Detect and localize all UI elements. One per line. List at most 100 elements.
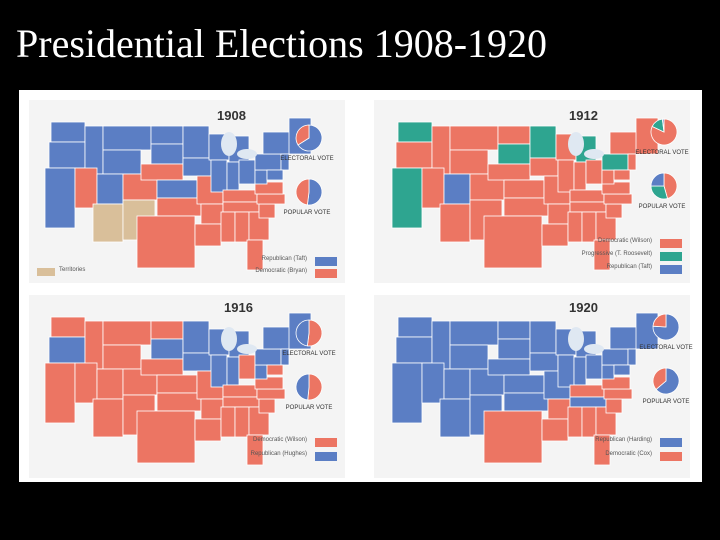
map-svg-1908 — [29, 100, 345, 283]
great-lakes — [568, 132, 584, 156]
state-mississippi — [220, 406, 236, 438]
state-oklahoma — [503, 392, 549, 412]
state-arkansas — [200, 398, 224, 420]
state-wyoming — [102, 344, 142, 370]
state-south-dakota — [150, 338, 184, 360]
legend-label: Progressive (T. Roosevelt) — [581, 251, 652, 257]
state-kansas — [503, 179, 545, 199]
state-tennessee — [569, 201, 607, 213]
electoral-pie-1908-slice-democratic — [295, 124, 310, 146]
map-svg-1912 — [374, 100, 690, 283]
state-louisiana — [194, 223, 222, 247]
state-virginia — [254, 376, 284, 390]
state-tennessee — [569, 396, 607, 408]
state-mississippi — [220, 211, 236, 243]
electoral-pie-1920-slice-democratic — [652, 313, 667, 328]
state-virginia — [601, 181, 631, 195]
state-illinois — [557, 159, 575, 193]
legend-row: Democratic (Wilson) — [209, 437, 337, 447]
state-indiana — [573, 356, 587, 386]
state-iowa — [182, 352, 212, 372]
state-new-jersey — [280, 153, 290, 171]
state-new-jersey — [280, 348, 290, 366]
electoral-vote-label-1920: ELECTORAL VOTE — [639, 345, 693, 351]
state-arizona — [92, 203, 124, 243]
state-nevada — [74, 362, 98, 404]
state-pennsylvania — [601, 348, 629, 366]
state-north-dakota — [150, 125, 184, 145]
popular-pie-1912-slice-republican — [650, 172, 665, 187]
state-california — [391, 362, 423, 424]
state-illinois — [210, 159, 228, 193]
state-new-jersey — [627, 153, 637, 171]
state-idaho — [431, 125, 451, 175]
state-indiana — [226, 356, 240, 386]
state-kansas — [156, 179, 198, 199]
state-illinois — [210, 354, 228, 388]
legend-swatch-republican — [660, 438, 682, 447]
popular-pie-1912-slice-democratic — [663, 172, 678, 200]
state-washington — [397, 316, 433, 338]
state-new-jersey — [627, 348, 637, 366]
state-oregon — [48, 141, 86, 169]
legend-row: Republican (Taft) — [209, 256, 337, 266]
state-alabama — [234, 211, 250, 243]
legend-swatch-democratic — [315, 438, 337, 447]
state-minnesota — [529, 125, 557, 159]
state-west-virginia — [254, 364, 268, 380]
state-virginia — [254, 181, 284, 195]
state-mississippi — [567, 211, 583, 243]
electoral-pie-1908-slice-republican — [297, 124, 323, 152]
state-nevada — [421, 167, 445, 209]
state-minnesota — [182, 320, 210, 354]
slide-title: Presidential Elections 1908-1920 — [16, 21, 548, 66]
state-kentucky — [222, 189, 258, 203]
popular-vote-label-1920: POPULAR VOTE — [642, 399, 690, 405]
state-utah — [443, 368, 471, 400]
state-washington — [50, 316, 86, 338]
state-south-carolina — [258, 203, 276, 219]
state-alabama — [234, 406, 250, 438]
state-north-carolina — [256, 388, 286, 400]
state-utah — [443, 173, 471, 205]
state-alabama — [581, 211, 597, 243]
state-arkansas — [547, 398, 571, 420]
state-south-dakota — [497, 338, 531, 360]
state-arizona — [439, 203, 471, 243]
state-oklahoma — [503, 197, 549, 217]
state-washington — [50, 121, 86, 143]
map-svg-1916 — [29, 295, 345, 478]
state-north-carolina — [603, 193, 633, 205]
state-iowa — [182, 157, 212, 177]
map-panel-1920: 1920 ELECTORAL VOTE POPULAR VOTE Republi… — [374, 295, 693, 478]
legend-swatch-republican — [660, 265, 682, 274]
great-lakes — [221, 132, 237, 156]
state-north-dakota — [150, 320, 184, 340]
state-ohio — [238, 354, 256, 380]
state-nevada — [421, 362, 445, 404]
state-new-york — [262, 131, 294, 155]
state-texas — [136, 215, 196, 269]
legend-swatch-democratic — [660, 452, 682, 461]
legend-row: Republican (Harding) — [554, 437, 682, 447]
legend-label: Democratic (Bryan) — [255, 268, 307, 274]
state-indiana — [573, 161, 587, 191]
state-nebraska — [140, 163, 184, 181]
state-ohio — [238, 159, 256, 185]
state-arkansas — [547, 203, 571, 225]
state-pennsylvania — [601, 153, 629, 171]
great-lakes — [568, 327, 584, 351]
year-label-1916: 1916 — [224, 300, 253, 315]
state-washington — [397, 121, 433, 143]
state-arizona — [92, 398, 124, 438]
legend-label: Republican (Taft) — [261, 256, 307, 262]
state-maryland-delaware — [613, 364, 631, 376]
year-label-1908: 1908 — [217, 108, 246, 123]
state-florida — [246, 239, 264, 271]
legend-row: Democratic (Wilson) — [544, 238, 682, 248]
state-west-virginia — [601, 169, 615, 185]
state-south-dakota — [497, 143, 531, 165]
popular-pie-1908-slice-republican — [306, 178, 323, 206]
legend-label: Republican (Hughes) — [250, 451, 307, 457]
popular-pie-1916-slice-republican — [295, 373, 310, 401]
